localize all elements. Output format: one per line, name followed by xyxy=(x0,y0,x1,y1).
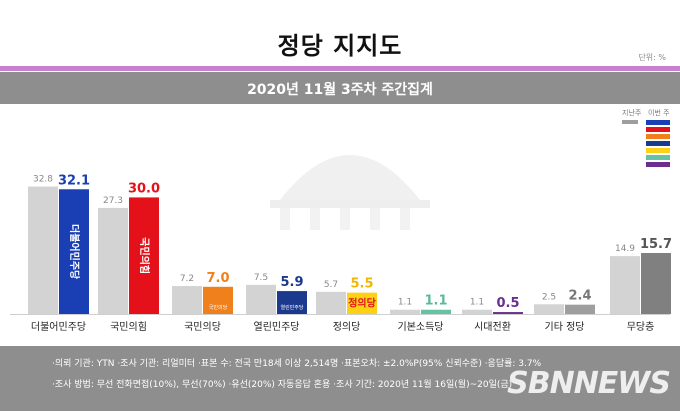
data-label-previous: 5.7 xyxy=(324,280,338,290)
footer-line-2: ·조사 방법: 무선 전화면접(10%), 무선(70%) ·유선(20%) 자… xyxy=(52,380,513,390)
party-logo-text: 더불어민주당 xyxy=(68,224,81,280)
legend-swatch xyxy=(646,141,670,146)
data-label-current: 5.5 xyxy=(350,277,373,292)
legend-swatch xyxy=(646,127,670,132)
legend-swatch xyxy=(646,134,670,139)
party-logo-text: 국민의힘 xyxy=(138,237,151,274)
data-label-previous: 1.1 xyxy=(470,298,484,308)
category-tick-label: 기타 정당 xyxy=(545,321,585,333)
legend-swatch xyxy=(646,148,670,153)
bar-current-week xyxy=(203,286,233,314)
data-label-previous: 32.8 xyxy=(33,175,53,185)
assembly-dome-watermark xyxy=(270,155,430,230)
bar-current-week xyxy=(565,304,595,314)
bar-current-week xyxy=(129,197,159,314)
legend-current-label: 이번 주 xyxy=(648,109,670,117)
bar-previous-week xyxy=(610,256,640,314)
bar-current-week xyxy=(421,309,451,314)
bar-previous-week xyxy=(28,186,58,314)
bar-previous-week xyxy=(390,309,420,314)
bar-previous-week xyxy=(534,304,564,314)
page-title: 정당 지지도 xyxy=(277,32,403,60)
subtitle-band xyxy=(0,72,680,104)
data-label-previous: 7.2 xyxy=(180,274,194,284)
category-tick-label: 열린민주당 xyxy=(254,321,300,333)
legend-swatches xyxy=(622,120,670,167)
data-label-previous: 2.5 xyxy=(542,292,556,302)
category-tick-label: 국민의당 xyxy=(184,321,221,333)
legend-swatch xyxy=(646,162,670,167)
bar-current-week xyxy=(641,252,671,314)
category-tick-label: 더불어민주당 xyxy=(31,321,86,333)
legend-prev-label: 지난주 xyxy=(622,109,642,117)
bar-current-week xyxy=(347,292,377,314)
data-label-current: 15.7 xyxy=(640,237,672,252)
bar-previous-week xyxy=(172,286,202,314)
category-tick-label: 무당층 xyxy=(627,321,655,333)
brand-watermark: SBNNEWS xyxy=(507,366,671,401)
bar-current-week xyxy=(493,312,523,314)
category-tick-label: 기본소득당 xyxy=(398,321,444,333)
category-tick-label: 시대전환 xyxy=(474,321,511,333)
legend-swatch xyxy=(646,120,670,125)
data-label-current: 32.1 xyxy=(58,173,90,188)
data-label-previous: 1.1 xyxy=(398,298,412,308)
data-label-current: 2.4 xyxy=(568,289,591,304)
bar-previous-week xyxy=(246,284,276,314)
data-label-previous: 7.5 xyxy=(254,273,268,283)
bar-current-week xyxy=(277,291,307,314)
bar-current-week xyxy=(59,189,89,314)
chart-legend: 지난주 이번 주 xyxy=(612,108,674,172)
data-label-current: 0.5 xyxy=(496,296,519,311)
bar-previous-week xyxy=(316,291,346,314)
survey-info-footer: ·의뢰 기관: YTN ·조사 기관: 리얼미터 ·표본 수: 전국 만18세 … xyxy=(0,346,680,411)
data-label-current: 30.0 xyxy=(128,181,160,196)
unit-label: 단위: % xyxy=(638,53,666,62)
data-label-current: 7.0 xyxy=(206,271,229,286)
data-label-current: 1.1 xyxy=(424,294,447,309)
chart-subtitle: 2020년 11월 3주차 주간집계 xyxy=(247,82,433,98)
data-label-previous: 27.3 xyxy=(103,196,123,206)
category-tick-label: 정의당 xyxy=(333,321,361,333)
legend-swatch xyxy=(622,120,638,124)
accent-divider xyxy=(0,66,680,71)
footer-line-1: ·의뢰 기관: YTN ·조사 기관: 리얼미터 ·표본 수: 전국 만18세 … xyxy=(52,359,542,369)
data-label-current: 5.9 xyxy=(280,275,303,290)
party-logo-text: 국민의당 xyxy=(209,304,228,311)
party-logo-text: 정의당 xyxy=(348,296,376,309)
bar-previous-week xyxy=(98,207,128,314)
party-logo-text: 열린민주당 xyxy=(280,304,303,311)
category-tick-label: 국민의힘 xyxy=(110,321,147,333)
data-label-previous: 14.9 xyxy=(615,244,635,254)
bar-previous-week xyxy=(462,309,492,314)
legend-swatch xyxy=(646,155,670,160)
